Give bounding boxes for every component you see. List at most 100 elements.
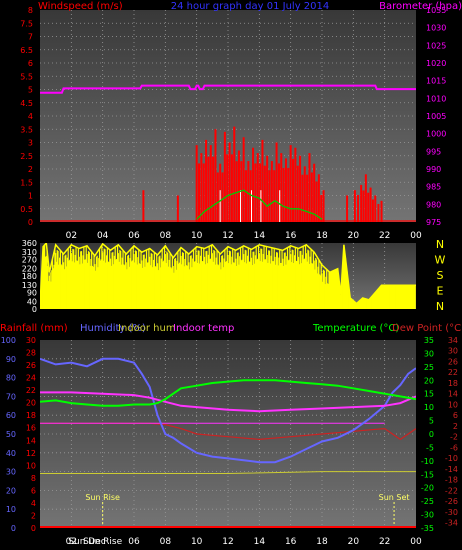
wind-dir-tick-label: 220 [22, 265, 37, 274]
barometer-line [40, 84, 416, 94]
indoor-tick-label: 2 [453, 422, 458, 431]
x-tick-label: Sun Rise [83, 537, 122, 547]
x-tick-label: 18 [316, 537, 328, 547]
x-tick-label: 02 [66, 231, 77, 241]
x-tick-label: 10 [191, 231, 203, 241]
rain-tick-label: 28 [26, 349, 36, 358]
temp-hum-axes: 0102030405060708090100024681012141618202… [1, 336, 458, 533]
indoor-tick-label: 22 [448, 368, 458, 377]
x-tick-label: 22 [379, 231, 390, 241]
humidity-tick-label: 20 [6, 486, 16, 495]
temp-hum-panel: Rainfall (mm) Humidity (%) Indoor hum In… [0, 323, 462, 547]
humidity-tick-label: 50 [6, 430, 16, 439]
barometer-tick-label: 1035 [426, 6, 446, 15]
windspeed-avg-line [196, 189, 323, 220]
x-tick-label: 16 [285, 231, 297, 241]
indoor-tick-label: 6 [453, 411, 458, 420]
legend-indoor-hum: Indoor hum [118, 323, 176, 334]
compass-label: N [436, 238, 444, 251]
temperature-line [40, 379, 416, 407]
temperature-tick-label: -10 [421, 457, 434, 466]
temperature-tick-label: 35 [424, 336, 434, 345]
legend-humidity: Humidity (%) [80, 323, 146, 334]
indoor-tick-label: -2 [450, 433, 458, 442]
rain-tick-label: 0 [31, 524, 36, 533]
barometer-tick-label: 975 [426, 218, 441, 227]
legend-temperature: Temperature (°C) [312, 323, 399, 334]
rain-tick-label: 26 [26, 361, 36, 370]
sun-set-label: Sun Set [379, 493, 410, 502]
indoor-tick-label: 30 [448, 347, 458, 356]
indoor-hum-line [40, 471, 416, 474]
temperature-tick-label: 10 [424, 403, 434, 412]
x-tick-label: 14 [254, 231, 266, 241]
indoor-tick-label: 10 [448, 400, 458, 409]
windspeed-tick-label: 0 [28, 218, 33, 227]
windspeed-tick-label: 7.5 [20, 19, 33, 28]
x-tick-label: 22 [379, 537, 390, 547]
x-tick-label: 18 [316, 231, 328, 241]
barometer-tick-label: 995 [426, 147, 441, 156]
barometer-tick-label: 985 [426, 183, 441, 192]
wind-baro-series [40, 84, 416, 222]
x-tick-label: 20 [348, 231, 360, 241]
x-tick-label: 06 [128, 231, 140, 241]
indoor-tick-label: -18 [445, 476, 458, 485]
compass-label: N [436, 300, 444, 313]
legend-rainfall: Rainfall (mm) [0, 323, 68, 334]
barometer-tick-label: 980 [426, 200, 441, 209]
temperature-tick-label: 15 [424, 390, 434, 399]
barometer-tick-label: 990 [426, 165, 441, 174]
x-tick-label: 12 [222, 231, 233, 241]
temperature-tick-label: -25 [421, 497, 434, 506]
humidity-tick-label: 90 [6, 355, 16, 364]
windspeed-tick-label: 3.5 [20, 125, 33, 134]
barometer-tick-label: 1015 [426, 77, 446, 86]
barometer-tick-label: 1010 [426, 94, 446, 103]
indoor-tick-label: 26 [448, 357, 458, 366]
windspeed-tick-label: 1 [28, 192, 33, 201]
x-tick-label: 14 [254, 537, 266, 547]
humidity-tick-label: 10 [6, 505, 16, 514]
temperature-tick-label: -20 [421, 484, 434, 493]
windspeed-tick-label: 0.5 [20, 205, 33, 214]
chart-title: 24 hour graph day 01 July 2014 [171, 1, 330, 12]
x-tick-label: 06 [128, 537, 140, 547]
windspeed-axis: 0 0.5 1 1.5 2 2.5 3 3.5 4 4.5 5 5.5 6 6.5 7 7.5 8 [20, 6, 33, 227]
indoor-tick-label: 14 [448, 390, 458, 399]
windspeed-tick-label: 7 [28, 33, 33, 42]
barometer-tick-label: 1025 [426, 41, 446, 50]
rain-tick-label: 14 [26, 436, 36, 445]
wind-dir-tick-label: 0 [32, 305, 37, 314]
indoor-tick-label: -30 [445, 508, 458, 517]
barometer-tick-label: 1030 [426, 24, 446, 33]
wind-dir-series [40, 243, 416, 309]
humidity-tick-label: 80 [6, 374, 16, 383]
wind-dir-tick-label: 310 [22, 248, 37, 257]
humidity-tick-label: 0 [11, 524, 16, 533]
temp-hum-grid [40, 340, 416, 528]
wind-dir-tick-label: 40 [27, 298, 37, 307]
wind-dir-tick-label: 90 [27, 289, 37, 298]
x-tick-label: 00 [410, 231, 422, 241]
temp-hum-x-axis: 02 Sun Rise 06 08 10 12 14 16 18 20 22 00 Sun Dec [66, 537, 422, 547]
rain-tick-label: 30 [26, 336, 36, 345]
windspeed-tick-label: 6.5 [20, 46, 33, 55]
windspeed-tick-label: 5.5 [20, 72, 33, 81]
windspeed-tick-label: 2 [28, 165, 33, 174]
windspeed-tick-label: 4.5 [20, 99, 33, 108]
compass-label: E [437, 285, 444, 298]
windspeed-tick-label: 5 [28, 86, 33, 95]
humidity-tick-label: 40 [6, 449, 16, 458]
rain-tick-label: 10 [26, 461, 36, 470]
legend-indoor-temp: Indoor temp [173, 323, 234, 334]
sun-rise-label: Sun Rise [85, 493, 120, 502]
rain-tick-label: 2 [31, 511, 36, 520]
wind-dir-line [40, 243, 416, 306]
compass-label: W [435, 254, 446, 267]
x-tick-label: 12 [222, 537, 233, 547]
indoor-tick-label: -34 [445, 519, 458, 528]
barometer-tick-label: 1005 [426, 112, 446, 121]
temperature-tick-label: -35 [421, 524, 434, 533]
humidity-tick-label: 100 [1, 336, 16, 345]
